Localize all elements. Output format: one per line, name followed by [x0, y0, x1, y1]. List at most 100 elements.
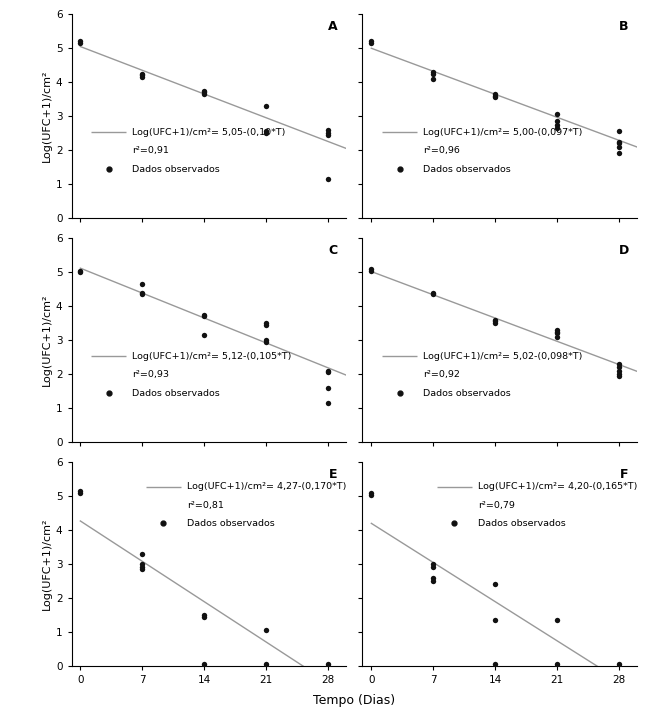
Point	[323, 659, 333, 670]
Point	[137, 72, 148, 83]
Point	[614, 358, 625, 369]
Text: E: E	[330, 468, 338, 481]
Text: Log(UFC+1)/cm²= 5,00-(0,097*T): Log(UFC+1)/cm²= 5,00-(0,097*T)	[423, 128, 582, 137]
Point	[428, 73, 439, 84]
Point	[490, 92, 501, 103]
Point	[137, 563, 148, 575]
Point	[323, 365, 333, 377]
Point	[323, 382, 333, 393]
Point	[261, 336, 272, 347]
Point	[75, 485, 86, 497]
Point	[199, 85, 209, 97]
Point	[199, 309, 209, 320]
Point	[199, 311, 209, 322]
Point	[614, 362, 625, 373]
Point	[261, 660, 272, 672]
Text: B: B	[619, 21, 629, 34]
Point	[490, 659, 501, 670]
Point	[75, 487, 86, 498]
Point	[323, 660, 333, 672]
Point	[366, 263, 376, 274]
Point	[614, 141, 625, 153]
Point	[137, 289, 148, 300]
Point	[428, 67, 439, 78]
Point	[552, 328, 562, 339]
Text: r²=0,91: r²=0,91	[132, 146, 169, 155]
Point	[552, 115, 562, 127]
Y-axis label: Log(UFC+1)/cm²: Log(UFC+1)/cm²	[42, 518, 52, 610]
Point	[614, 126, 625, 137]
Text: D: D	[619, 244, 629, 258]
Point	[552, 659, 562, 670]
Point	[137, 279, 148, 290]
Text: Dados observados: Dados observados	[423, 165, 511, 173]
Point	[323, 124, 333, 135]
Point	[614, 368, 625, 379]
Point	[199, 329, 209, 341]
Text: Log(UFC+1)/cm²= 5,05-(0,10*T): Log(UFC+1)/cm²= 5,05-(0,10*T)	[132, 128, 285, 137]
Point	[137, 562, 148, 574]
Point	[261, 126, 272, 137]
Point	[199, 660, 209, 672]
Point	[428, 289, 439, 300]
Point	[366, 489, 376, 500]
Point	[490, 316, 501, 327]
Point	[614, 136, 625, 147]
Point	[261, 319, 272, 331]
Point	[323, 127, 333, 139]
Text: Dados observados: Dados observados	[187, 519, 274, 528]
Point	[323, 173, 333, 185]
Point	[366, 36, 376, 47]
Point	[261, 127, 272, 139]
Point	[614, 660, 625, 672]
Point	[490, 579, 501, 590]
Text: Dados observados: Dados observados	[132, 165, 220, 173]
Point	[552, 660, 562, 672]
Point	[137, 558, 148, 570]
Point	[75, 36, 86, 47]
Point	[261, 659, 272, 670]
Point	[199, 659, 209, 670]
Point	[428, 562, 439, 574]
Point	[428, 572, 439, 584]
Text: Log(UFC+1)/cm²= 5,02-(0,098*T): Log(UFC+1)/cm²= 5,02-(0,098*T)	[423, 352, 582, 361]
Point	[137, 69, 148, 81]
Point	[490, 90, 501, 102]
Point	[552, 614, 562, 626]
Point	[366, 487, 376, 498]
Point	[75, 265, 86, 276]
Text: Log(UFC+1)/cm²= 4,27-(0,170*T): Log(UFC+1)/cm²= 4,27-(0,170*T)	[187, 482, 346, 491]
Point	[428, 68, 439, 79]
Point	[323, 367, 333, 378]
Point	[323, 397, 333, 409]
Text: F: F	[620, 468, 629, 481]
Text: Dados observados: Dados observados	[478, 519, 566, 528]
Point	[323, 129, 333, 140]
Point	[490, 317, 501, 329]
Text: Log(UFC+1)/cm²= 4,20-(0,165*T): Log(UFC+1)/cm²= 4,20-(0,165*T)	[478, 482, 637, 491]
Text: Dados observados: Dados observados	[132, 389, 220, 397]
Y-axis label: Log(UFC+1)/cm²: Log(UFC+1)/cm²	[42, 70, 52, 163]
Point	[428, 576, 439, 587]
Point	[490, 614, 501, 626]
Text: Log(UFC+1)/cm²= 5,12-(0,105*T): Log(UFC+1)/cm²= 5,12-(0,105*T)	[132, 352, 291, 361]
Point	[199, 611, 209, 622]
Text: r²=0,93: r²=0,93	[132, 370, 169, 379]
Point	[552, 122, 562, 134]
Point	[428, 287, 439, 299]
Point	[261, 100, 272, 112]
Text: Dados observados: Dados observados	[423, 389, 511, 397]
Point	[552, 109, 562, 120]
Point	[552, 326, 562, 337]
Point	[261, 624, 272, 636]
Point	[490, 314, 501, 326]
Point	[137, 548, 148, 560]
Point	[614, 365, 625, 377]
Y-axis label: Log(UFC+1)/cm²: Log(UFC+1)/cm²	[42, 294, 52, 387]
Point	[199, 609, 209, 621]
Point	[614, 370, 625, 382]
Point	[261, 317, 272, 329]
Text: r²=0,79: r²=0,79	[478, 500, 515, 510]
Text: r²=0,81: r²=0,81	[187, 500, 224, 510]
Text: r²=0,92: r²=0,92	[423, 370, 460, 379]
